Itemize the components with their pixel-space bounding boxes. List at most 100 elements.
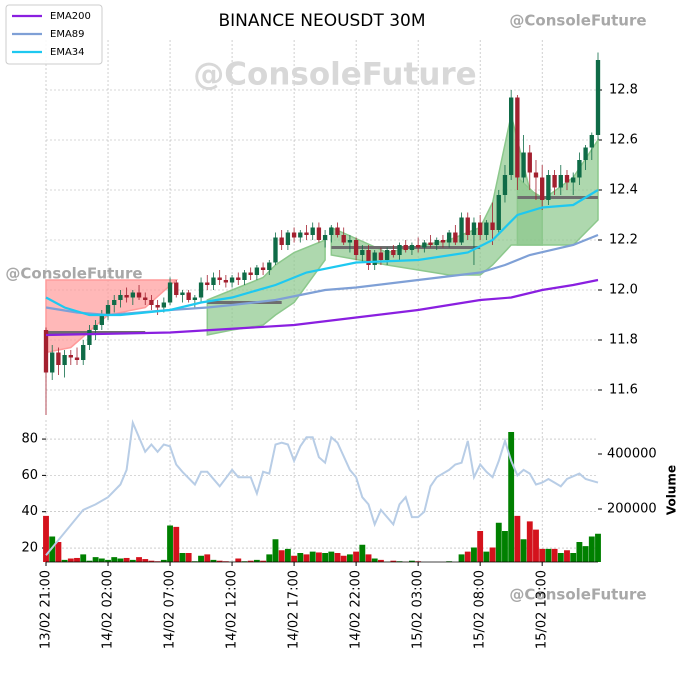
chart-title: BINANCE NEOUSDT 30M [218, 11, 425, 31]
volume-bar [514, 515, 521, 562]
candle-body [571, 177, 576, 183]
volume-bar [105, 559, 111, 562]
candle-body [229, 277, 235, 283]
volume-bar [198, 555, 204, 562]
candle-body [180, 292, 185, 295]
candle-body [415, 245, 421, 248]
y2-axis-label: Volume [665, 465, 679, 515]
watermark: @ConsoleFuture [509, 586, 646, 604]
candle-body [577, 160, 582, 178]
volume-bar [377, 559, 384, 562]
watermark: @ConsoleFuture [5, 265, 142, 283]
candle-body [564, 175, 570, 183]
volume-bar [278, 550, 285, 562]
volume-bar [179, 553, 186, 562]
candle-body [366, 250, 371, 265]
volume-bar [471, 547, 477, 562]
candle-body [143, 297, 148, 300]
volume-bar [477, 531, 484, 562]
candle-body [81, 345, 86, 360]
candle-body [285, 232, 291, 245]
candle-body [205, 282, 210, 285]
candle-body [236, 277, 241, 280]
volume-bar [520, 539, 527, 562]
volume-bar [539, 548, 546, 562]
candle-body [347, 240, 353, 243]
candle-body [322, 235, 328, 240]
candle-body [428, 242, 433, 245]
candle-body [149, 300, 154, 305]
candle-body [87, 330, 92, 345]
candle-body [136, 292, 142, 298]
volume-bar [334, 553, 341, 562]
plot-layer [42, 40, 602, 566]
y-tick-label: 12.2 [609, 233, 638, 248]
volume-bar [526, 521, 533, 562]
candle-body [130, 292, 136, 298]
candle-body [267, 262, 272, 270]
volume-bar [55, 542, 62, 562]
volume-bar [508, 431, 515, 562]
volume-bar [595, 533, 601, 562]
candle-body [527, 152, 532, 173]
volume-bar [359, 544, 366, 562]
x-tick-label: 15/02 13:00 [535, 570, 550, 649]
candle-body [540, 177, 545, 200]
volume-bar [371, 558, 378, 562]
volume-bar [458, 554, 465, 562]
candle-body [552, 175, 557, 188]
candle-body [372, 252, 377, 265]
volume-bar [464, 551, 471, 562]
volume-bar [247, 560, 254, 562]
candle-body [360, 250, 365, 255]
y-tick-label: 11.8 [609, 333, 638, 348]
candle-body [62, 355, 67, 365]
candle-body [471, 222, 477, 235]
volume-bar [533, 529, 539, 562]
volume-bar [346, 554, 353, 562]
candle-body [56, 352, 61, 365]
candle-body [465, 217, 470, 235]
volume-bar [86, 560, 93, 562]
volume-bar [117, 558, 124, 562]
candle-body [298, 232, 303, 238]
volume-bar [266, 554, 273, 562]
x-tick-label: 15/02 08:00 [473, 570, 488, 649]
candle-body [50, 352, 55, 373]
candle-body [409, 245, 415, 250]
x-tick-label: 14/02 12:00 [225, 570, 240, 649]
volume-bar [353, 551, 360, 562]
watermark: @ConsoleFuture [509, 12, 646, 30]
volume-bar [588, 536, 595, 562]
candle-body [155, 305, 160, 308]
candle-body [167, 282, 173, 303]
candle-body [515, 97, 520, 178]
y-tick-label: 12.0 [609, 283, 638, 298]
y-tick-label: 12.4 [609, 183, 638, 198]
volume-bar [489, 547, 496, 562]
volume-bar [495, 522, 502, 562]
legend-label: EMA89 [50, 29, 85, 40]
candle-body [43, 330, 49, 373]
candle-body [384, 250, 390, 260]
volume-bar [545, 548, 552, 562]
volume-bar [43, 515, 49, 562]
volume-bar [129, 559, 136, 562]
y2-tick-label: 400000 [607, 446, 657, 461]
candle-body [93, 325, 98, 330]
candle-body [397, 245, 402, 255]
candle-body [496, 195, 501, 230]
y-tick-label: 11.6 [609, 383, 638, 398]
volume-bar [570, 553, 577, 562]
candle-body [533, 172, 539, 178]
volume-bar [92, 557, 99, 562]
candle-body [192, 297, 198, 300]
volume-bar [564, 550, 570, 562]
legend-label: EMA34 [50, 47, 85, 58]
candle-body [508, 97, 514, 175]
volume-bar [173, 526, 180, 562]
x-tick-label: 14/02 02:00 [101, 570, 116, 649]
y-tick-label: 12.8 [609, 83, 638, 98]
